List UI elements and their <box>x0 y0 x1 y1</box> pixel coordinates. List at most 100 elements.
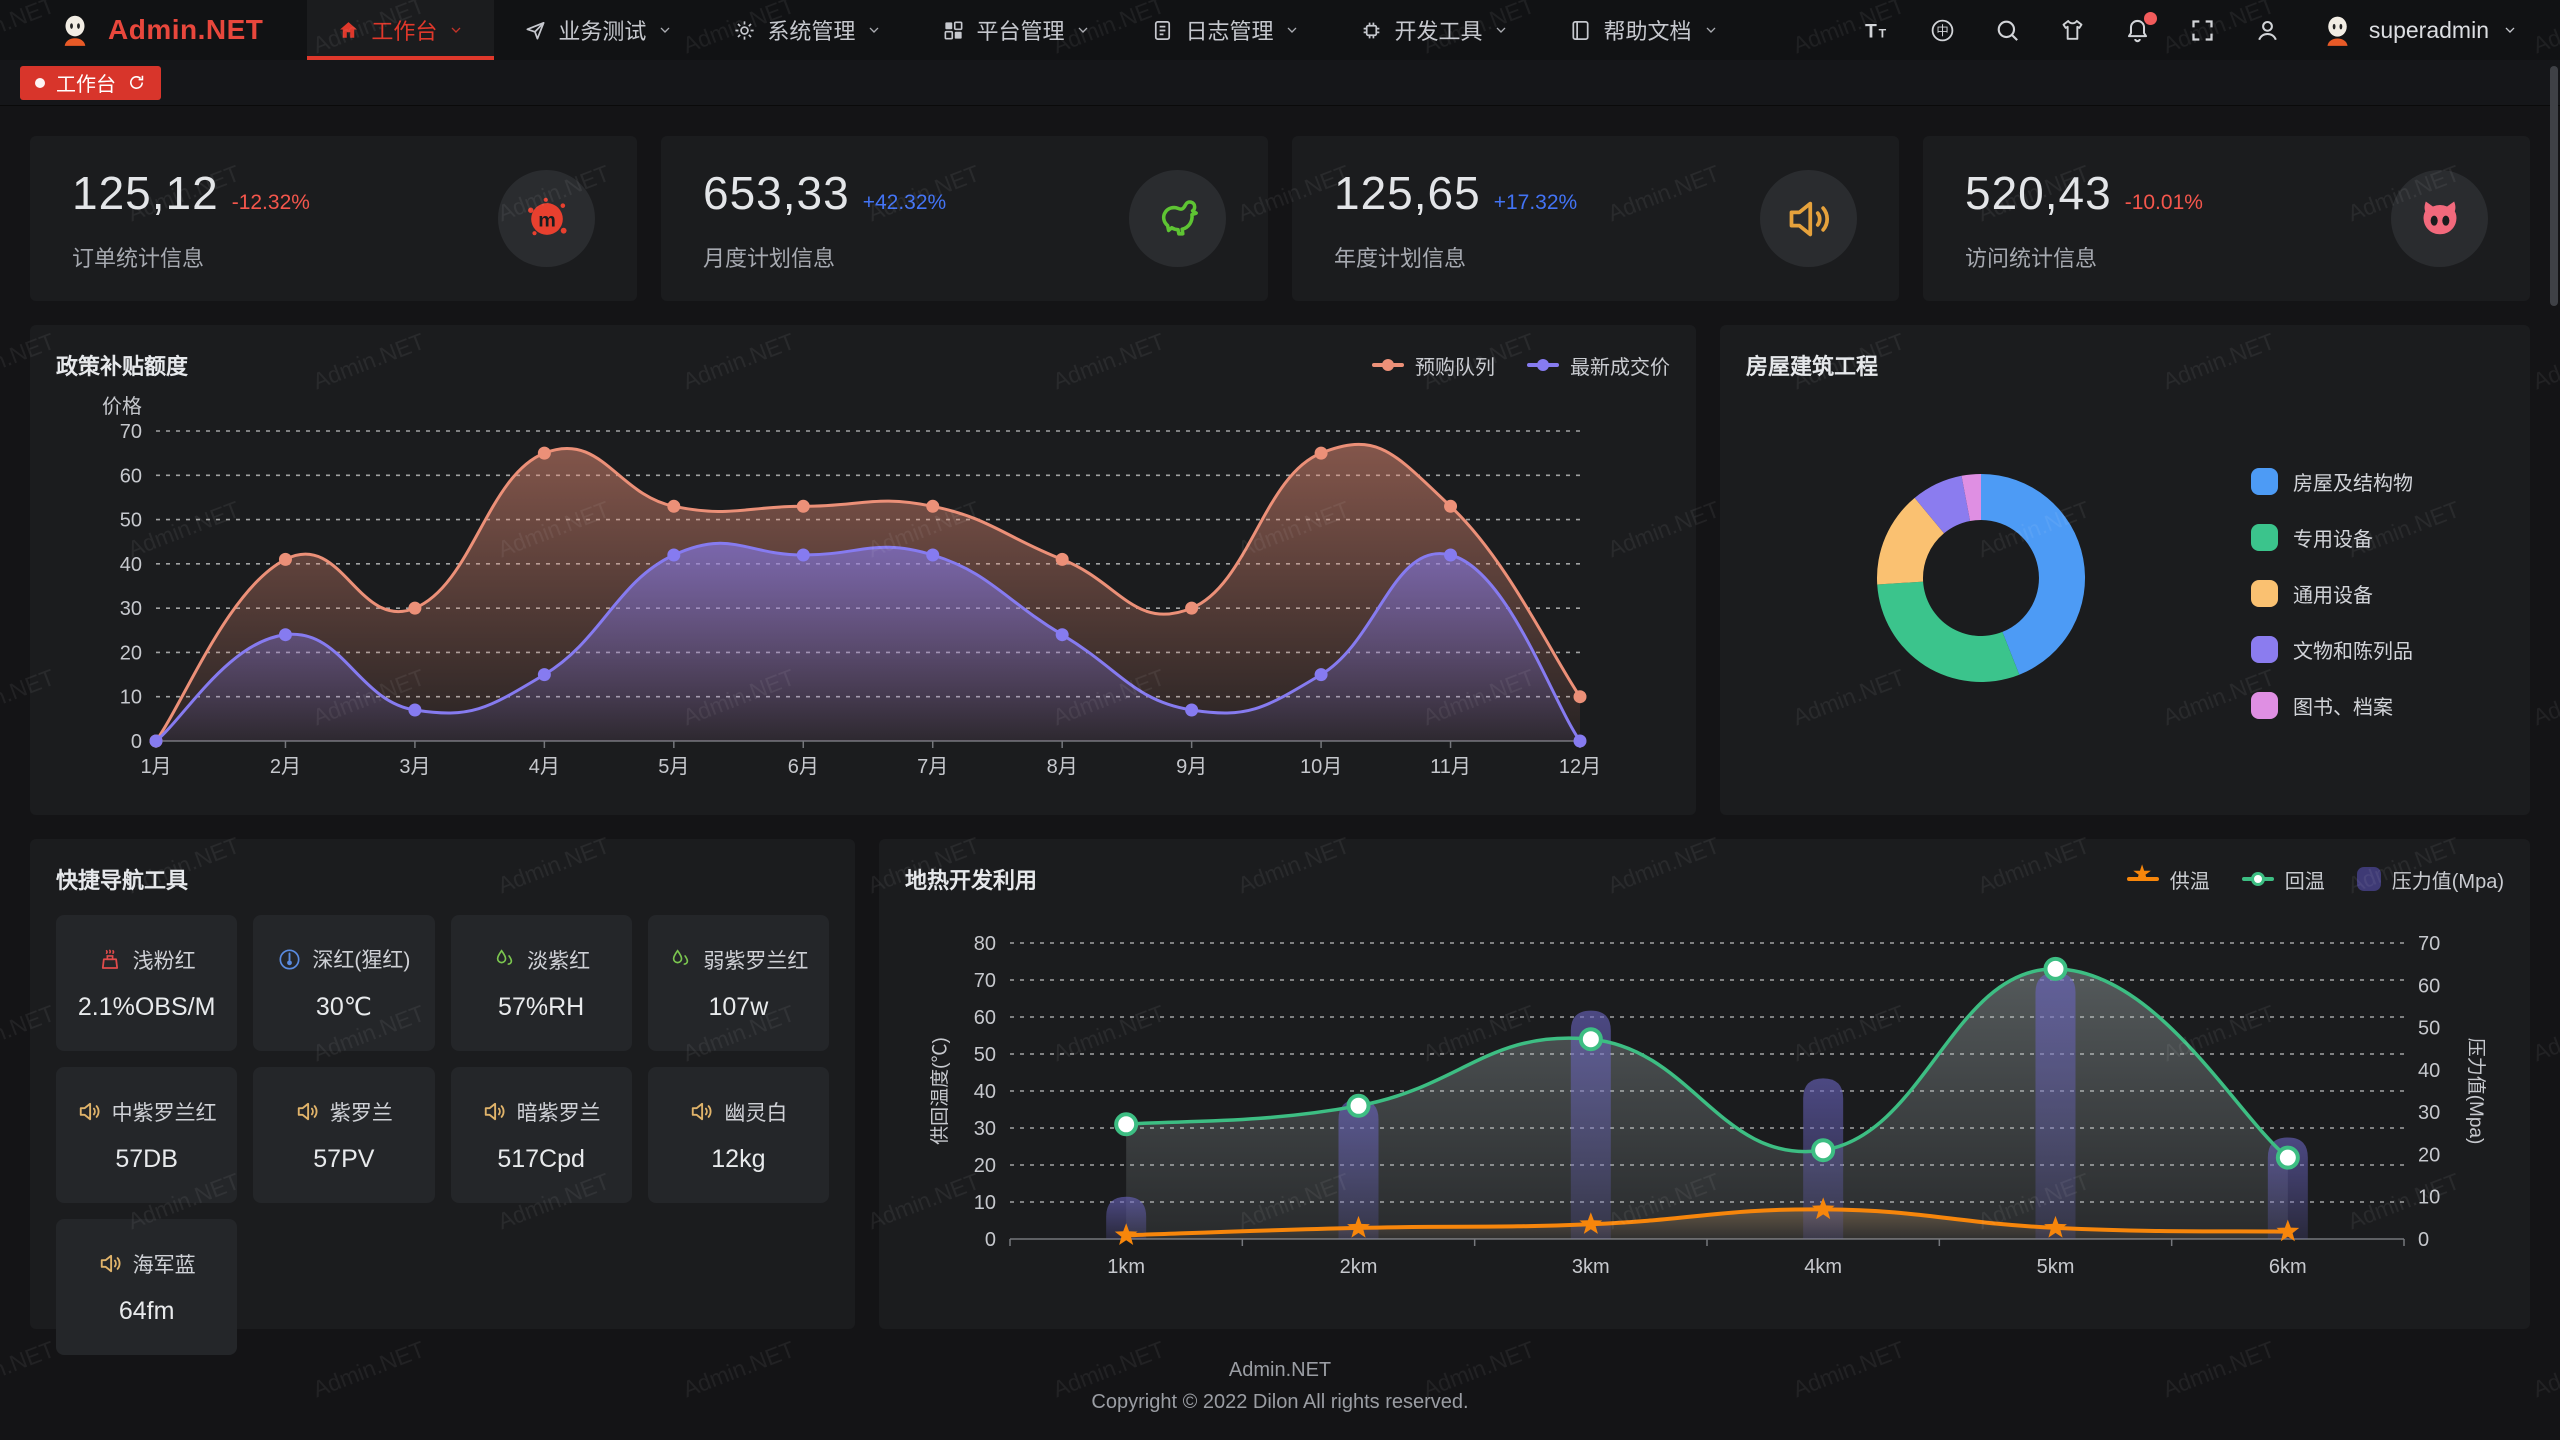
quick-item-value: 57DB <box>115 1144 178 1173</box>
stat-value: 125,12 <box>72 167 219 219</box>
donut-legend-item[interactable]: 房屋及结构物 <box>2251 467 2413 496</box>
svg-text:40: 40 <box>974 1081 996 1103</box>
panel-title: 房屋建筑工程 <box>1746 354 1879 379</box>
menu-item-2[interactable]: 系统管理 <box>703 0 912 60</box>
donut-legend-item[interactable]: 专用设备 <box>2251 523 2413 552</box>
chevron-down-icon <box>2502 22 2518 38</box>
donut-legend-item[interactable]: 文物和陈列品 <box>2251 635 2413 664</box>
stats-row: 125,12 -12.32% 订单统计信息 m 653,33 +42.32% 月度计划… <box>30 136 2530 301</box>
menu-item-0[interactable]: 工作台 <box>307 0 495 60</box>
menu-item-1[interactable]: 业务测试 <box>494 0 703 60</box>
legend-label: 专用设备 <box>2293 529 2373 551</box>
user-icon[interactable] <box>2254 17 2281 44</box>
svg-text:70: 70 <box>2418 933 2440 955</box>
svg-text:20: 20 <box>2418 1144 2440 1166</box>
scrollbar-thumb[interactable] <box>2550 66 2558 306</box>
thermometer-icon <box>279 948 300 970</box>
menu-item-3[interactable]: 平台管理 <box>912 0 1121 60</box>
logo[interactable]: Admin.NET <box>0 11 307 49</box>
menu-item-6[interactable]: 帮助文档 <box>1539 0 1748 60</box>
quick-item-value: 57%RH <box>498 992 585 1021</box>
svg-text:80: 80 <box>974 933 996 955</box>
speaker-icon <box>297 1102 318 1121</box>
tab-workbench[interactable]: 工作台 <box>20 65 161 100</box>
quick-nav-item-1[interactable]: 深红(猩红) 30℃ <box>253 915 435 1051</box>
avatar <box>2319 12 2356 49</box>
combo-chart-legend: ★ 供温 回温 压力值(Mpa) <box>2126 862 2504 894</box>
svg-text:60: 60 <box>974 1007 996 1029</box>
legend-label: 压力值(Mpa) <box>2391 870 2504 893</box>
svg-text:60: 60 <box>120 465 142 487</box>
menu-item-5[interactable]: 开发工具 <box>1330 0 1539 60</box>
svg-text:11月: 11月 <box>1430 756 1471 778</box>
stat-card-1: 653,33 +42.32% 月度计划信息 <box>661 136 1268 301</box>
svg-text:50: 50 <box>974 1044 996 1066</box>
legend-item[interactable]: ★ 供温 <box>2126 862 2210 894</box>
menu-item-label: 平台管理 <box>976 19 1065 44</box>
quick-nav-grid: 浅粉红 2.1%OBS/M 深红(猩红) 30℃ 淡紫红 57%RH 弱紫罗兰红 10… <box>56 915 829 1355</box>
svg-text:m: m <box>538 209 556 231</box>
stat-icon-circle <box>2391 170 2488 267</box>
quick-nav-item-5[interactable]: 紫罗兰 57PV <box>253 1067 435 1203</box>
bell-icon <box>2127 19 2147 42</box>
legend-label: 图书、档案 <box>2293 697 2393 719</box>
quick-nav-item-4[interactable]: 中紫罗兰红 57DB <box>56 1067 238 1203</box>
panel-geothermal: 地热开发利用 ★ 供温 回温 压力值(Mpa) 0 10 20 30 40 50 60 70 80 0 1… <box>879 839 2530 1329</box>
quick-nav-item-7[interactable]: 幽灵白 12kg <box>647 1067 829 1203</box>
quick-item-value: 64fm <box>118 1296 175 1325</box>
svg-text:6km: 6km <box>2269 1256 2307 1278</box>
quick-nav-item-2[interactable]: 淡紫红 57%RH <box>450 915 632 1051</box>
user-menu[interactable]: superadmin <box>2319 12 2518 49</box>
tabbar: 工作台 <box>0 60 2560 106</box>
svg-text:50: 50 <box>120 510 142 532</box>
splatter-icon: m <box>527 197 567 235</box>
speaker-icon <box>1789 201 1829 236</box>
panel-policy-subsidy: 政策补贴额度 预购队列 最新成交价 0 10 20 30 40 50 60 70 价格 1月 2月 3月… <box>30 325 1696 815</box>
fullscreen-icon[interactable] <box>2189 17 2216 44</box>
quick-item-value: 57PV <box>313 1144 375 1173</box>
legend-label: 预购队列 <box>1415 356 1495 379</box>
home-icon <box>340 21 358 38</box>
quick-nav-item-6[interactable]: 暗紫罗兰 517Cpd <box>450 1067 632 1203</box>
quick-nav-item-3[interactable]: 弱紫罗兰红 107w <box>647 915 829 1051</box>
workbench-page: 125,12 -12.32% 订单统计信息 m 653,33 +42.32% 月度计划… <box>0 106 2560 1414</box>
search-icon[interactable] <box>1994 17 2021 44</box>
quick-item-value: 30℃ <box>315 993 372 1021</box>
language-icon[interactable]: 中 <box>1929 17 1956 44</box>
quick-nav-item-8[interactable]: 海军蓝 64fm <box>56 1219 238 1355</box>
panel-building-project: 房屋建筑工程 房屋及结构物专用设备通用设备文物和陈列品图书、档案 <box>1720 325 2530 815</box>
legend-line-marker <box>1527 358 1559 372</box>
legend-item[interactable]: 压力值(Mpa) <box>2356 865 2504 894</box>
legend-label: 最新成交价 <box>1570 356 1670 379</box>
chevron-down-icon <box>2505 27 2515 33</box>
menu-item-label: 业务测试 <box>558 19 647 44</box>
stat-value: 125,65 <box>1334 167 1481 219</box>
theme-icon[interactable] <box>2059 17 2086 44</box>
legend-item[interactable]: 预购队列 <box>1372 351 1495 380</box>
svg-text:中: 中 <box>1936 23 1948 38</box>
refresh-icon[interactable] <box>127 73 146 92</box>
svg-text:1km: 1km <box>1107 1256 1145 1278</box>
donut-legend-item[interactable]: 图书、档案 <box>2251 691 2413 720</box>
donut-legend-item[interactable]: 通用设备 <box>2251 579 2413 608</box>
main-menu: 工作台 业务测试 系统管理 平台管理 日志管理 开发工具 帮助文档 <box>307 0 1748 60</box>
bell-icon[interactable] <box>2124 11 2157 44</box>
quick-item-value: 2.1%OBS/M <box>77 992 216 1021</box>
chevron-down-icon <box>1079 27 1088 33</box>
legend-swatch <box>2251 636 2278 663</box>
quick-nav-item-0[interactable]: 浅粉红 2.1%OBS/M <box>56 915 238 1051</box>
legend-line-marker <box>1372 358 1404 372</box>
svg-text:4月: 4月 <box>529 756 560 778</box>
legend-item[interactable]: 最新成交价 <box>1527 351 1670 380</box>
menu-item-4[interactable]: 日志管理 <box>1121 0 1330 60</box>
quick-item-title: 紫罗兰 <box>329 1101 393 1125</box>
legend-label: 通用设备 <box>2293 585 2373 607</box>
svg-text:0: 0 <box>2418 1229 2429 1251</box>
stat-label: 年度计划信息 <box>1334 246 1467 271</box>
legend-item[interactable]: 回温 <box>2241 865 2325 894</box>
